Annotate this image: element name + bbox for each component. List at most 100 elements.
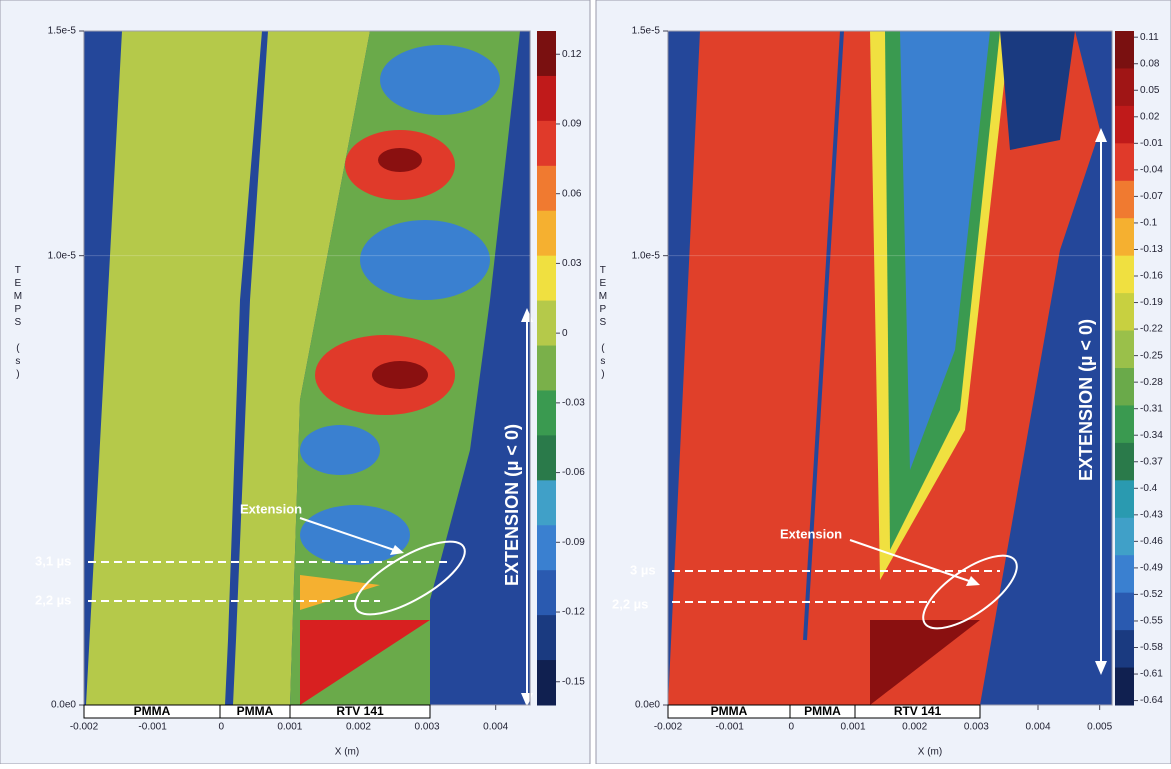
colorbar-tick-label: -0.55 [1140,616,1163,627]
colorbar-tick-label: -0.43 [1140,509,1163,520]
colorbar-band [1115,180,1134,219]
field [360,220,490,300]
material-box [854,704,981,719]
x-tick-label: -0.002 [654,722,683,733]
y-axis-label: TEMPS (s) [597,265,608,382]
field [300,620,430,705]
y-axis-label: TEMPS (s) [12,265,23,382]
colorbar-tick-label: -0.01 [1140,138,1163,149]
colorbar-tick-label: -0.31 [1140,403,1163,414]
colorbar-tick-label: 0 [562,328,568,339]
colorbar-band [537,300,556,347]
colorbar-tick-label: -0.37 [1140,456,1163,467]
colorbar-band [1115,667,1134,706]
colorbar-tick-label: -0.25 [1140,350,1163,361]
x-tick-label: 0.003 [415,722,440,733]
colorbar-band [1115,255,1134,294]
colorbar-tick-label: 0.05 [1140,85,1160,96]
colorbar-tick-label: -0.07 [1140,191,1163,202]
x-tick-label: 0.001 [277,722,302,733]
x-axis-label: X (m) [918,747,942,758]
colorbar-band [1115,293,1134,332]
colorbar-band [1115,330,1134,369]
x-tick-label: -0.001 [715,722,744,733]
colorbar-band [537,75,556,122]
colorbar-tick-label: -0.12 [562,607,585,618]
arrow [299,517,401,553]
colorbar-band [537,570,556,616]
y-tick-label: 0.0e0 [51,700,76,711]
highlight-ellipse [354,540,466,616]
colorbar-band [1115,442,1134,481]
x-tick-label: 0.002 [346,722,371,733]
colorbar-band [537,435,556,481]
annotation: 2,2 µs [35,592,71,607]
annotation: 2,2 µs [612,596,648,611]
material-label: PMMA [134,704,171,718]
colorbar-tick-label: 0.09 [562,119,582,130]
colorbar-tick-label: -0.49 [1140,563,1163,574]
colorbar-tick-label: -0.64 [1140,695,1163,706]
colorbar-band [1115,555,1134,594]
x-tick-label: 0 [218,722,224,733]
colorbar-tick-label: -0.19 [1140,297,1163,308]
colorbar-band [537,615,556,661]
x-tick-label: -0.002 [70,722,99,733]
y-tick-label: 0.0e0 [635,700,660,711]
colorbar-band [537,165,556,212]
colorbar-tick-label: 0.08 [1140,58,1160,69]
colorbar-tick-label: -0.61 [1140,669,1163,680]
colorbar-band [537,31,556,77]
colorbar-band [537,480,556,526]
colorbar-tick-label: -0.15 [562,676,585,687]
field [300,575,380,610]
field [900,31,990,470]
material-label: PMMA [711,704,748,718]
material-label: PMMA [237,704,274,718]
colorbar-band [1115,68,1134,107]
colorbar-band [537,210,556,257]
x-tick-label: 0.003 [964,722,989,733]
y-tick-label: 1.0e-5 [48,250,77,261]
colorbar-tick-label: -0.4 [1140,483,1158,494]
colorbar-band [1115,592,1134,631]
colorbar-tick-label: -0.16 [1140,271,1163,282]
colorbar-band [1115,480,1134,519]
colorbar-tick-label: -0.1 [1140,218,1158,229]
colorbar-band [1115,31,1134,69]
colorbar-band [1115,105,1134,144]
x-axis-label: X (m) [335,747,359,758]
material-label: PMMA [804,704,841,718]
colorbar-band [537,525,556,571]
colorbar-band [537,255,556,302]
y-tick-label: 1.5e-5 [632,26,661,37]
colorbar-tick-label: 0.11 [1140,32,1159,43]
y-tick-label: 1.0e-5 [632,250,661,261]
field-gap [803,30,844,641]
colorbar-band [537,345,556,391]
material-label: RTV 141 [894,704,942,718]
field [300,425,380,475]
x-tick-label: 0.001 [840,722,865,733]
extension-label: EXTENSION (µ < 0) [502,424,522,586]
field [378,148,422,172]
x-tick-label: 0.002 [902,722,927,733]
colorbar-tick-label: -0.13 [1140,244,1163,255]
colorbar-tick-label: -0.04 [1140,165,1163,176]
x-tick-label: 0 [789,722,795,733]
colorbar-band [1115,405,1134,444]
x-tick-label: 0.004 [1025,722,1050,733]
colorbar-band [1115,143,1134,182]
colorbar-tick-label: -0.58 [1140,642,1163,653]
arrow [849,539,976,584]
colorbar-band [537,390,556,436]
colorbar-tick-label: 0.03 [562,258,582,269]
colorbar-tick-label: 0.12 [562,49,582,60]
colorbar-tick-label: -0.22 [1140,324,1163,335]
colorbar-tick-label: 0.02 [1140,111,1160,122]
colorbar-tick-label: -0.09 [562,537,585,548]
colorbar-band [537,120,556,167]
annotation: 3,1 µs [35,553,71,568]
colorbar-band [1115,517,1134,556]
